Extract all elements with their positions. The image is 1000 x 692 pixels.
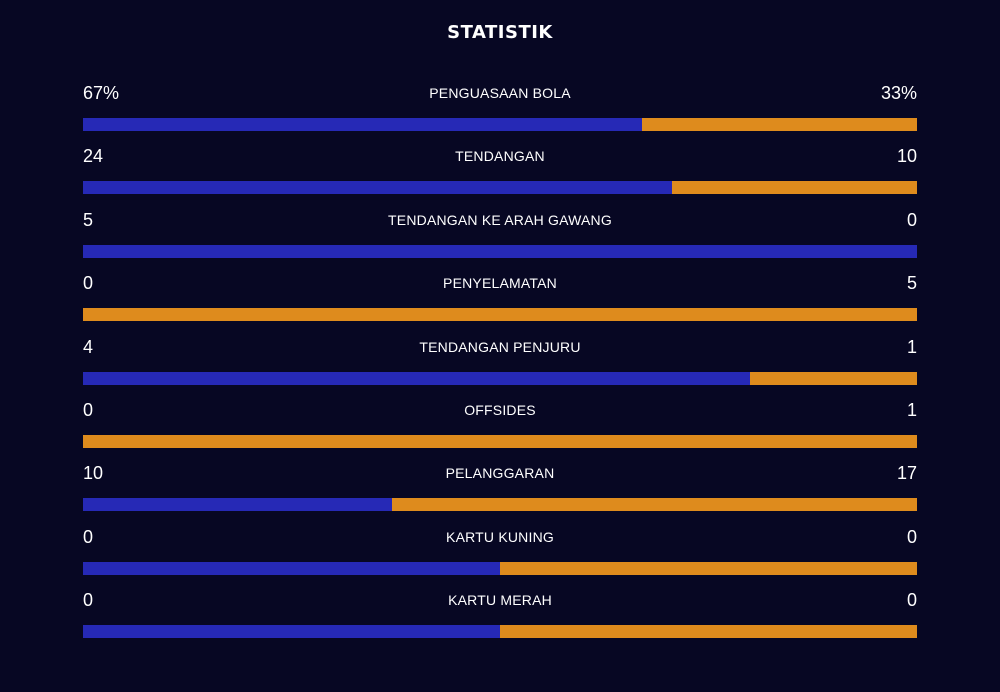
- away-value: 1: [906, 399, 917, 420]
- stat-row: 0 OFFSIDES 1: [83, 397, 917, 460]
- home-bar-segment: [83, 371, 751, 385]
- away-value: 0: [906, 209, 917, 230]
- stat-row: 0 KARTU MERAH 0: [83, 587, 917, 650]
- away-value: 10: [896, 146, 917, 167]
- comparison-bar: [83, 181, 917, 195]
- home-value: 0: [83, 399, 94, 420]
- stat-header: 10 PELANGGARAN 17: [83, 460, 917, 498]
- stat-row: 0 PENYELAMATAN 5: [83, 270, 917, 333]
- home-value: 4: [83, 336, 94, 357]
- home-bar-segment: [83, 498, 392, 512]
- home-bar-segment: [83, 181, 672, 195]
- stat-header: 0 OFFSIDES 1: [83, 397, 917, 435]
- page-title: STATISTIK: [447, 22, 553, 43]
- away-bar-segment: [83, 308, 917, 322]
- stat-row: 0 KARTU KUNING 0: [83, 524, 917, 587]
- stat-row: 67% PENGUASAAN BOLA 33%: [83, 80, 917, 143]
- stat-label: KARTU MERAH: [448, 592, 552, 609]
- away-value: 5: [906, 273, 917, 294]
- stat-label: TENDANGAN KE ARAH GAWANG: [388, 211, 612, 228]
- away-bar-segment: [750, 371, 917, 385]
- stat-row: 10 PELANGGARAN 17: [83, 460, 917, 523]
- stat-label: KARTU KUNING: [446, 528, 554, 545]
- home-value: 24: [83, 146, 104, 167]
- home-bar-segment: [83, 561, 500, 575]
- away-value: 0: [906, 590, 917, 611]
- stat-label: OFFSIDES: [464, 401, 536, 418]
- away-bar-segment: [641, 118, 917, 131]
- comparison-bar: [83, 625, 917, 639]
- away-value: 0: [906, 526, 917, 547]
- comparison-bar: [83, 308, 917, 322]
- stats-list: 67% PENGUASAAN BOLA 33% 24 TENDANGAN 10 5 TENDA…: [83, 80, 917, 651]
- stat-header: 0 KARTU MERAH 0: [83, 587, 917, 625]
- stat-label: TENDANGAN: [455, 148, 545, 165]
- home-bar-segment: [83, 625, 500, 639]
- comparison-bar: [83, 371, 917, 385]
- home-bar-segment: [83, 244, 917, 258]
- comparison-bar: [83, 434, 917, 448]
- home-bar-segment: [83, 118, 642, 131]
- stat-header: 0 KARTU KUNING 0: [83, 524, 917, 562]
- stat-row: 4 TENDANGAN PENJURU 1: [83, 334, 917, 397]
- comparison-bar: [83, 244, 917, 258]
- comparison-bar: [83, 561, 917, 575]
- comparison-bar: [83, 118, 917, 131]
- stat-label: PENYELAMATAN: [443, 275, 557, 292]
- stat-header: 4 TENDANGAN PENJURU 1: [83, 334, 917, 372]
- stat-header: 0 PENYELAMATAN 5: [83, 270, 917, 308]
- comparison-bar: [83, 498, 917, 512]
- stat-label: PELANGGARAN: [445, 465, 555, 482]
- home-value: 10: [83, 463, 104, 484]
- home-value: 67%: [83, 83, 120, 103]
- away-bar-segment: [500, 561, 917, 575]
- away-bar-segment: [391, 498, 917, 512]
- home-value: 5: [83, 209, 94, 230]
- away-value: 17: [896, 463, 917, 484]
- away-bar-segment: [500, 625, 917, 639]
- home-value: 0: [83, 590, 94, 611]
- stat-label: TENDANGAN PENJURU: [419, 338, 581, 355]
- stat-header: 5 TENDANGAN KE ARAH GAWANG 0: [83, 207, 917, 245]
- stat-label: PENGUASAAN BOLA: [429, 85, 571, 101]
- home-value: 0: [83, 526, 94, 547]
- stat-row: 24 TENDANGAN 10: [83, 143, 917, 206]
- away-value: 33%: [880, 83, 917, 103]
- home-value: 0: [83, 273, 94, 294]
- away-bar-segment: [671, 181, 917, 195]
- away-bar-segment: [83, 434, 917, 448]
- stat-row: 5 TENDANGAN KE ARAH GAWANG 0: [83, 207, 917, 270]
- away-value: 1: [906, 336, 917, 357]
- stat-header: 24 TENDANGAN 10: [83, 143, 917, 181]
- stat-header: 67% PENGUASAAN BOLA 33%: [83, 80, 917, 118]
